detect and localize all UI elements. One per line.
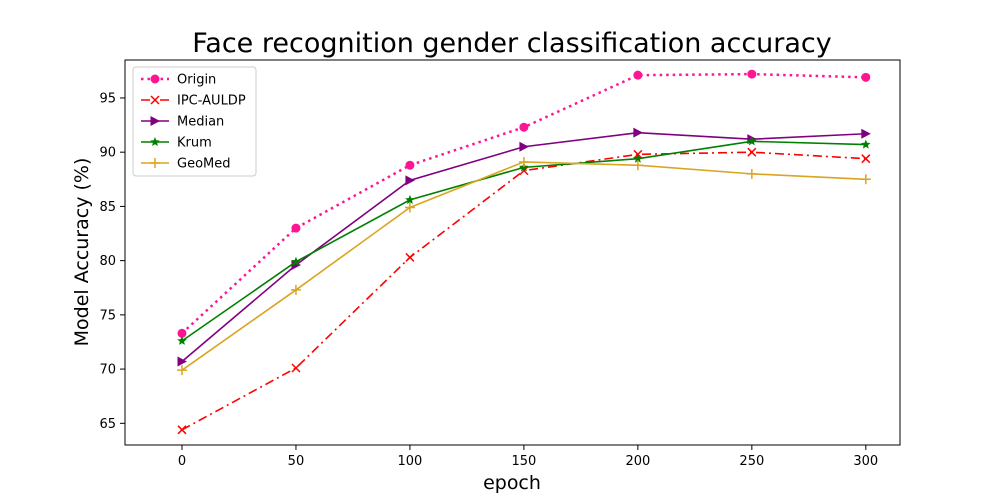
x-axis-label: epoch [483, 472, 541, 494]
y-tick-label: 90 [99, 146, 116, 161]
x-tick-label: 50 [288, 454, 305, 469]
legend-marker [150, 95, 160, 105]
plot-area [176, 69, 871, 435]
legend-box [132, 66, 257, 177]
x-tick-label: 300 [853, 454, 878, 469]
data-point-origin [519, 122, 529, 132]
data-point-geomed [176, 365, 187, 376]
data-point-geomed [746, 168, 757, 179]
legend-label: Median [177, 115, 224, 130]
data-point-origin [861, 72, 871, 82]
data-point-geomed [518, 156, 529, 167]
data-point-median [177, 356, 187, 367]
data-point-krum [177, 335, 187, 345]
data-point-median [861, 128, 871, 139]
data-point-krum [405, 194, 415, 204]
series-line-ipc-auldp [181, 151, 866, 431]
data-point-median [405, 175, 415, 186]
x-tick-label: 250 [739, 454, 764, 469]
data-point-origin [291, 223, 301, 233]
data-point-median [519, 141, 529, 152]
data-point-origin [177, 328, 187, 338]
legend-label: Origin [177, 73, 216, 88]
data-point-ipc-auldp [861, 154, 871, 164]
legend-item-median: Median [141, 115, 224, 130]
data-point-ipc-auldp [747, 147, 757, 157]
series-line-origin [181, 72, 866, 335]
x-tick-label: 0 [178, 454, 186, 469]
y-tick-label: 70 [99, 363, 116, 378]
data-point-geomed [632, 160, 643, 171]
legend-item-krum: Krum [141, 136, 212, 151]
data-point-geomed [860, 174, 871, 185]
data-point-geomed [290, 284, 301, 295]
y-tick-label: 95 [99, 91, 116, 106]
data-point-median [633, 127, 643, 138]
series-origin [177, 69, 871, 338]
plot-frame [124, 59, 901, 446]
y-tick-label: 85 [99, 200, 116, 215]
x-tick-label: 100 [398, 454, 423, 469]
series-geomed [176, 156, 871, 376]
chart-title: Face recognition gender classification a… [192, 28, 832, 59]
legend-label: Krum [177, 136, 212, 151]
data-point-krum [747, 136, 757, 146]
data-point-geomed [404, 202, 415, 213]
legend: Origin IPC-AULDP Median Krum GeoMed [132, 66, 257, 177]
y-tick-label: 75 [99, 308, 116, 323]
legend-item-geomed: GeoMed [141, 157, 231, 172]
legend-marker [150, 116, 160, 126]
legend-marker [150, 74, 160, 84]
series-krum [177, 136, 871, 345]
data-point-ipc-auldp [405, 252, 415, 262]
x-tick-label: 200 [625, 454, 650, 469]
legend-label: IPC-AULDP [177, 94, 246, 109]
data-point-krum [861, 139, 871, 149]
legend-item-ipc-auldp: IPC-AULDP [141, 94, 246, 109]
y-axis-label: Model Accuracy (%) [71, 158, 93, 347]
legend-item-origin: Origin [141, 73, 216, 88]
x-axis: 0 50 100 150 200 250 300 [178, 445, 878, 469]
data-point-origin [747, 69, 757, 79]
legend-label: GeoMed [177, 157, 231, 172]
legend-marker [150, 158, 160, 168]
data-point-origin [405, 160, 415, 170]
y-tick-label: 65 [99, 417, 116, 432]
legend-marker [150, 137, 160, 147]
y-tick-label: 80 [99, 254, 116, 269]
data-point-ipc-auldp [291, 363, 301, 373]
data-point-krum [633, 153, 643, 163]
series-line-geomed [181, 161, 866, 371]
y-axis: 65 70 75 80 85 90 95 [99, 91, 125, 432]
x-tick-label: 150 [511, 454, 536, 469]
data-point-krum [291, 256, 301, 266]
data-point-ipc-auldp [177, 425, 187, 435]
series-ipc-auldp [177, 147, 871, 435]
data-point-origin [633, 70, 643, 80]
